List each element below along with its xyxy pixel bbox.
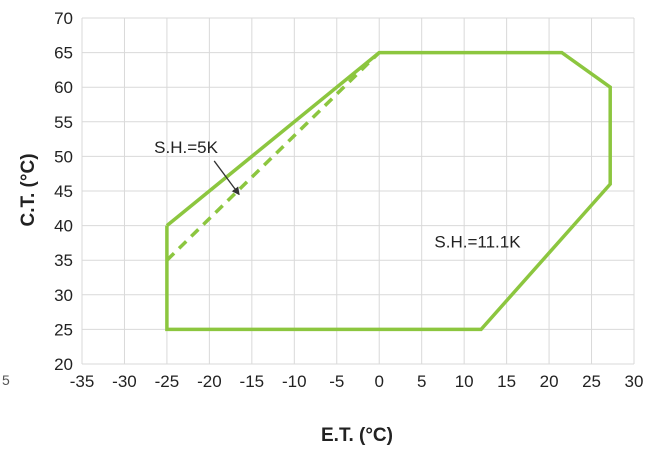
grid <box>81 17 635 365</box>
x-tick-label: 20 <box>540 372 559 391</box>
y-tick-label: 65 <box>54 44 73 63</box>
tick-labels: -35 -30 -25 -20 -15 -10 -5 0 5 10 15 20 25 30 20 25 30 35… <box>54 9 643 391</box>
y-tick-label: 45 <box>54 182 73 201</box>
y-tick-label: 60 <box>54 78 73 97</box>
annotation-label: S.H.=5K <box>154 138 218 157</box>
annotation-label: S.H.=11.1K <box>434 233 521 252</box>
x-tick-label: 0 <box>374 372 383 391</box>
annotation-arrow <box>213 160 240 196</box>
x-tick-label: 15 <box>497 372 516 391</box>
x-axis-title: E.T. (°C) <box>321 425 393 446</box>
y-axis-title: C.T. (°C) <box>18 153 39 226</box>
x-tick-label: -30 <box>112 372 137 391</box>
x-tick-label: -10 <box>282 372 307 391</box>
annotations: S.H.=5K S.H.=11.1K <box>154 138 521 252</box>
stray-edge-label: 5 <box>2 372 10 388</box>
x-tick-label: 25 <box>582 372 601 391</box>
series-lines <box>165 50 612 332</box>
x-tick-label: -15 <box>240 372 265 391</box>
y-tick-label: 35 <box>54 251 73 270</box>
series-line-sh-5k <box>165 51 381 262</box>
x-tick-label: 5 <box>417 372 426 391</box>
x-tick-label: -25 <box>155 372 180 391</box>
y-tick-label: 55 <box>54 113 73 132</box>
x-tick-label: -35 <box>70 372 95 391</box>
series-envelope-sh-11-1k <box>165 50 612 332</box>
x-tick-label: -20 <box>197 372 222 391</box>
y-tick-label: 70 <box>54 9 73 28</box>
x-tick-label: -5 <box>329 372 344 391</box>
x-tick-label: 30 <box>625 372 644 391</box>
y-tick-label: 25 <box>54 320 73 339</box>
y-tick-label: 20 <box>54 355 73 374</box>
y-tick-label: 40 <box>54 217 73 236</box>
y-tick-label: 50 <box>54 147 73 166</box>
y-tick-label: 30 <box>54 286 73 305</box>
x-tick-label: 10 <box>455 372 474 391</box>
